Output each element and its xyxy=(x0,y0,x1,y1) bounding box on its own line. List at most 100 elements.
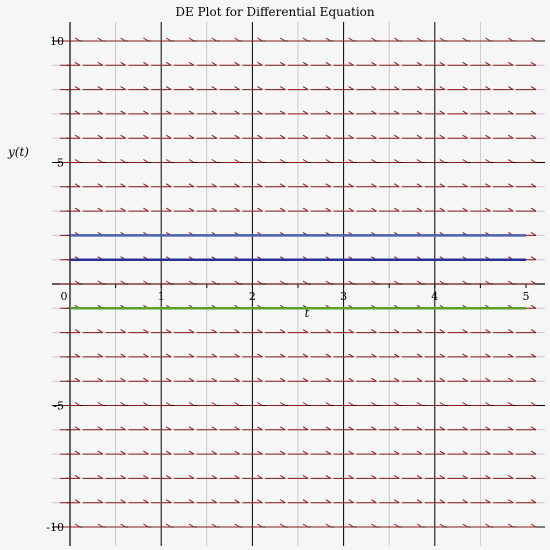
field-arrowhead xyxy=(74,183,81,188)
field-arrowhead xyxy=(439,377,446,382)
field-arrowhead xyxy=(507,86,514,91)
field-arrowhead xyxy=(165,86,172,91)
field-arrowhead xyxy=(439,353,446,358)
field-arrowhead xyxy=(234,474,240,479)
field-arrowhead xyxy=(257,183,263,188)
field-arrowhead xyxy=(234,450,240,455)
field-arrowhead xyxy=(97,280,104,285)
field-arrowhead xyxy=(485,499,491,504)
field-arrowhead xyxy=(188,426,195,431)
field-arrowhead xyxy=(120,402,126,406)
field-arrowhead xyxy=(211,134,218,139)
field-arrowhead xyxy=(348,523,354,528)
field-arrowhead xyxy=(416,450,423,455)
field-arrowhead xyxy=(416,426,423,431)
field-arrowhead xyxy=(325,402,332,406)
field-arrowhead xyxy=(120,86,126,91)
field-arrowhead xyxy=(211,426,218,431)
field-arrowhead xyxy=(348,207,354,212)
solution-curves xyxy=(70,234,526,310)
field-arrowhead xyxy=(348,183,354,188)
field-arrowhead xyxy=(348,280,354,285)
field-arrowhead xyxy=(393,61,400,66)
field-arrowhead xyxy=(97,134,104,139)
field-arrowhead xyxy=(325,426,332,431)
field-arrowhead xyxy=(462,280,468,285)
field-arrowhead xyxy=(416,110,423,115)
field-arrowhead xyxy=(485,280,491,285)
field-arrowhead xyxy=(97,377,104,382)
field-arrowhead xyxy=(257,402,263,406)
field-arrowhead xyxy=(348,426,354,431)
field-arrowhead xyxy=(393,474,400,479)
field-arrowhead xyxy=(507,426,514,431)
field-arrowhead xyxy=(211,207,218,212)
field-arrowhead xyxy=(371,207,377,212)
field-arrowhead xyxy=(165,207,172,212)
field-arrowhead xyxy=(211,110,218,115)
field-arrowhead xyxy=(74,377,81,382)
field-arrowhead xyxy=(188,499,195,504)
field-arrowhead xyxy=(462,450,468,455)
field-arrowhead xyxy=(485,523,491,528)
field-arrowhead xyxy=(325,474,332,479)
field-arrowhead xyxy=(143,159,149,163)
field-arrowhead xyxy=(165,402,172,406)
field-arrowhead xyxy=(97,110,104,115)
field-arrowhead xyxy=(462,377,468,382)
field-arrowhead xyxy=(416,353,423,358)
field-arrowhead xyxy=(279,183,286,188)
field-arrowhead xyxy=(188,110,195,115)
field-arrowhead xyxy=(507,61,514,66)
field-arrowhead xyxy=(507,353,514,358)
field-arrowhead xyxy=(211,159,218,163)
field-arrowhead xyxy=(74,61,81,66)
field-arrowhead xyxy=(302,134,309,139)
field-arrowhead xyxy=(507,110,514,115)
field-arrowhead xyxy=(507,474,514,479)
field-arrowhead xyxy=(74,402,81,406)
field-arrowhead xyxy=(165,353,172,358)
field-arrowhead xyxy=(165,280,172,285)
field-arrowhead xyxy=(416,402,423,406)
field-arrowhead xyxy=(120,183,126,188)
field-arrowhead xyxy=(97,402,104,406)
field-arrowhead xyxy=(302,61,309,66)
field-arrowhead xyxy=(439,329,446,334)
field-arrowhead xyxy=(371,329,377,334)
field-arrowhead xyxy=(348,61,354,66)
field-arrowhead xyxy=(348,377,354,382)
field-arrowhead xyxy=(120,280,126,285)
field-arrowhead xyxy=(416,523,423,528)
field-arrowhead xyxy=(371,134,377,139)
field-arrowhead xyxy=(530,523,537,528)
field-arrowhead xyxy=(165,523,172,528)
field-arrowhead xyxy=(302,110,309,115)
field-arrowhead xyxy=(279,474,286,479)
field-arrowhead xyxy=(462,207,468,212)
field-arrowhead xyxy=(143,329,149,334)
field-arrowhead xyxy=(462,61,468,66)
field-arrowhead xyxy=(485,183,491,188)
field-arrowhead xyxy=(371,499,377,504)
field-arrowhead xyxy=(165,61,172,66)
field-arrowhead xyxy=(234,207,240,212)
field-arrowhead xyxy=(234,377,240,382)
field-arrowhead xyxy=(257,329,263,334)
field-arrowhead xyxy=(120,450,126,455)
field-arrowhead xyxy=(257,280,263,285)
x-tick-label: 4 xyxy=(431,290,438,303)
field-arrowhead xyxy=(188,474,195,479)
field-arrowhead xyxy=(416,499,423,504)
field-arrowhead xyxy=(143,450,149,455)
field-arrowhead xyxy=(120,329,126,334)
field-arrowhead xyxy=(257,86,263,91)
field-arrowhead xyxy=(348,499,354,504)
field-arrowhead xyxy=(485,402,491,406)
field-arrowhead xyxy=(234,86,240,91)
field-arrowhead xyxy=(97,61,104,66)
field-arrowhead xyxy=(530,159,537,163)
field-arrowhead xyxy=(74,110,81,115)
field-arrowhead xyxy=(97,450,104,455)
x-tick-label: 3 xyxy=(340,290,347,303)
